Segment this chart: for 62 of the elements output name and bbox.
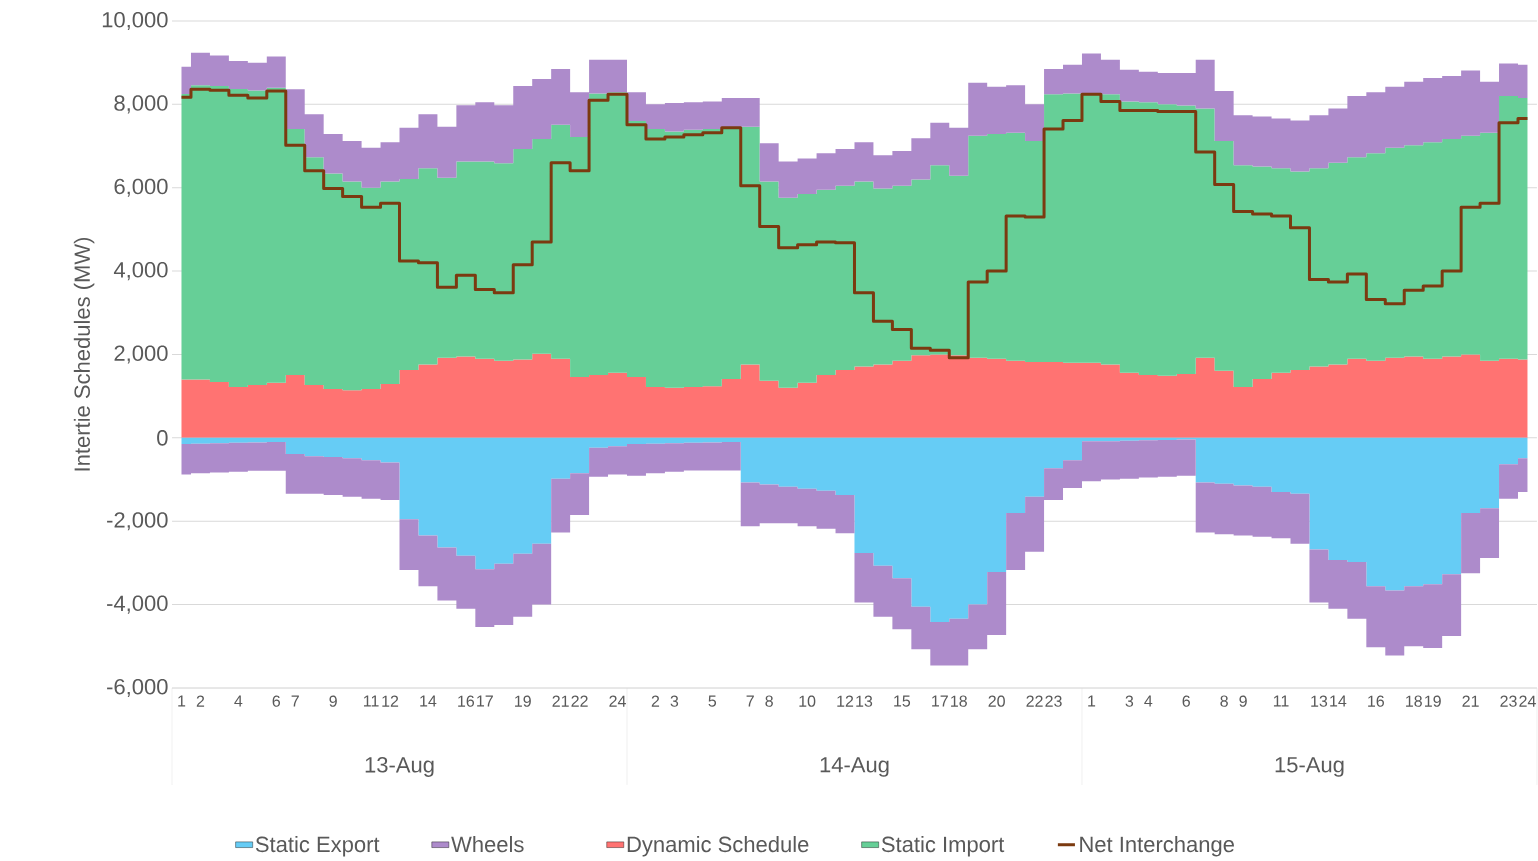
y-tick-label: -6,000 [107, 678, 168, 698]
text: 13-Aug [365, 757, 434, 777]
y-tick-label: 10,000 [102, 11, 168, 31]
x-tick-label: 13 [856, 695, 873, 707]
x-tick-label: 2 [651, 695, 660, 707]
x-tick-label: 21 [1462, 695, 1479, 707]
x-tick-label: 7 [291, 695, 299, 707]
x-tick-label: 3 [1125, 695, 1134, 707]
x-tick-label: 18 [1406, 695, 1422, 707]
x-tick-label: 3 [670, 695, 679, 707]
legend-label: Wheels [451, 836, 524, 853]
y-tick-label: 4,000 [113, 262, 168, 281]
x-tick-label: 17 [932, 695, 948, 707]
text: 15-Aug [1275, 757, 1344, 777]
x-tick-label: 11 [1273, 695, 1289, 707]
x-tick-label: 16 [458, 695, 475, 707]
x-tick-label: 19 [1425, 695, 1441, 707]
x-tick-label: 17 [477, 695, 493, 707]
legend-label: Static Export [255, 836, 380, 857]
x-tick-label: 9 [329, 695, 337, 707]
x-tick-label: 4 [1144, 695, 1153, 707]
legend-label: Static Import [881, 836, 1005, 857]
y-axis-title: Intertie Schedules (MW) [73, 237, 95, 471]
x-tick-label: 2 [196, 695, 205, 707]
x-tick-label: 7 [746, 695, 754, 707]
x-tick-label: 6 [272, 695, 281, 707]
text: 14-Aug [820, 757, 889, 777]
x-tick-label: 23 [1045, 695, 1062, 707]
x-tick-label: 8 [1220, 695, 1228, 707]
x-tick-label: 11 [363, 695, 379, 707]
x-tick-label: 1 [178, 695, 186, 707]
x-tick-label: 4 [234, 695, 243, 707]
y-tick-label: 6,000 [114, 178, 168, 197]
x-tick-label: 24 [609, 695, 626, 707]
x-tick-label: 6 [1182, 695, 1190, 707]
y-tick-label: 2,000 [114, 345, 168, 364]
x-tick-label: 23 [1500, 695, 1517, 707]
x-tick-label: 16 [1368, 695, 1384, 707]
x-tick-label: 24 [1519, 695, 1536, 707]
y-tick-label: -2,000 [107, 512, 168, 531]
x-tick-label: 21 [552, 695, 569, 707]
x-tick-label: 15 [894, 695, 911, 707]
x-tick-label: 8 [765, 695, 773, 707]
x-tick-label: 13 [1311, 695, 1328, 707]
x-tick-label: 12 [382, 695, 399, 707]
y-tick-label: 0 [157, 430, 168, 446]
x-tick-label: 20 [988, 695, 1005, 707]
x-tick-label: 14 [420, 695, 437, 707]
x-tick-label: 18 [951, 695, 967, 707]
y-tick-label: -4,000 [107, 595, 168, 614]
x-tick-label: 12 [837, 695, 854, 707]
x-tick-label: 22 [1026, 695, 1043, 707]
x-tick-label: 22 [571, 695, 588, 707]
x-tick-label: 14 [1330, 695, 1347, 707]
x-tick-label: 9 [1239, 695, 1247, 707]
x-tick-label: 5 [708, 695, 717, 707]
x-tick-label: 19 [515, 695, 531, 707]
legend-label: Net Interchange [1080, 836, 1234, 857]
x-tick-label: 1 [1088, 695, 1096, 707]
legend-label: Dynamic Schedule [627, 836, 809, 857]
x-tick-label: 10 [799, 695, 816, 707]
y-tick-label: 8,000 [114, 95, 168, 114]
